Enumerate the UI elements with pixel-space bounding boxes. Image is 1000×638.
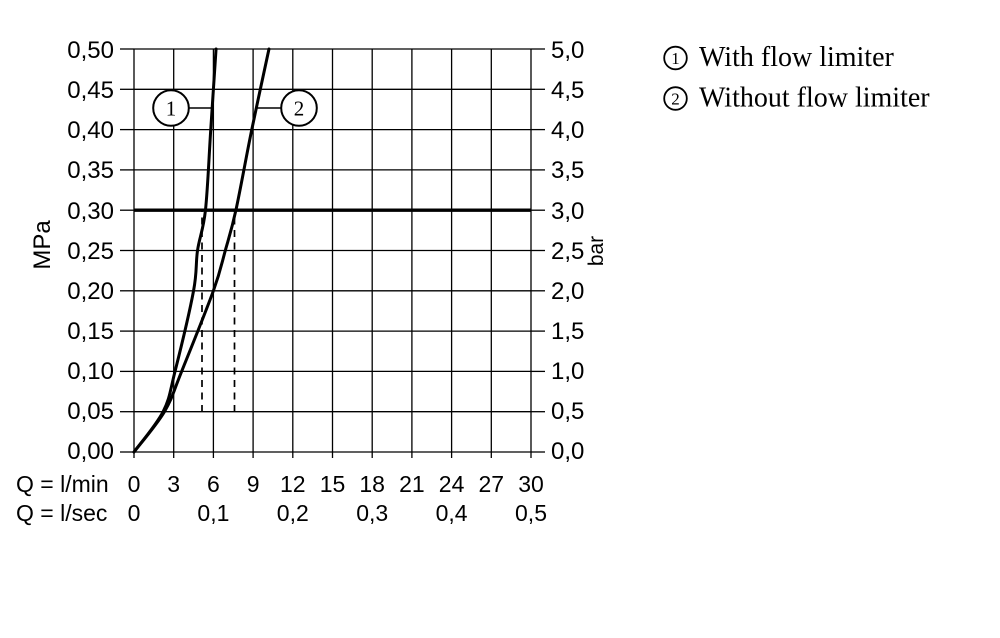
svg-text:2: 2 [294, 97, 305, 121]
svg-text:2: 2 [671, 90, 680, 109]
svg-text:1: 1 [166, 97, 177, 121]
svg-text:1: 1 [671, 49, 680, 68]
svg-text:With flow limiter: With flow limiter [699, 42, 895, 73]
svg-text:bar: bar [585, 236, 608, 266]
svg-text:MPa: MPa [29, 220, 56, 270]
svg-text:Without flow limiter: Without flow limiter [699, 83, 930, 114]
